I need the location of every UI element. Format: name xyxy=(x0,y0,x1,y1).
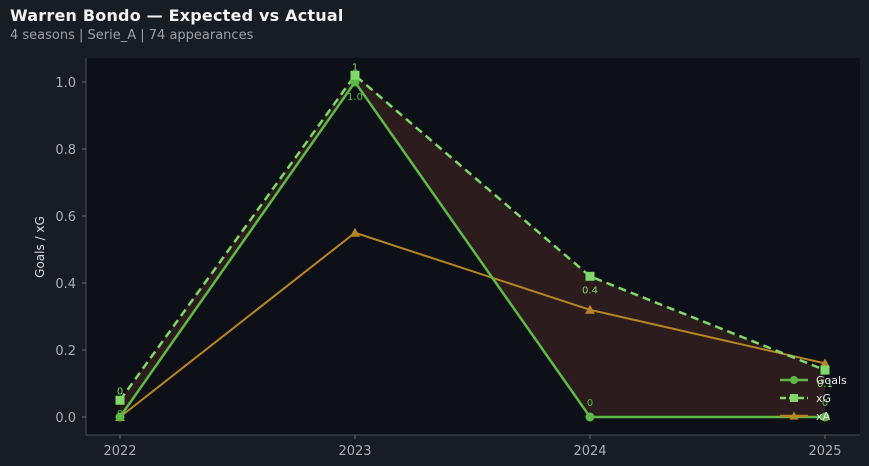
xg-marker xyxy=(585,271,595,281)
x-tick-label: 2023 xyxy=(338,444,371,459)
y-tick-label: 0.2 xyxy=(55,344,76,359)
xa-marker xyxy=(350,227,360,237)
y-tick-label: 1.0 xyxy=(55,76,76,91)
xg-marker xyxy=(820,365,830,375)
x-tick-label: 2024 xyxy=(573,444,606,459)
data-label: 0.1 xyxy=(817,379,833,390)
gap-fill-layer xyxy=(120,75,825,418)
y-axis-label: Goals / xG xyxy=(33,216,47,278)
series-lines xyxy=(118,73,826,419)
legend: Goals xG xA xyxy=(780,374,847,423)
data-label: 1 xyxy=(352,62,358,73)
y-tick-label: 0.4 xyxy=(55,277,76,292)
legend-marker xyxy=(790,394,798,402)
data-labels: 0 1 0.4 0.1 0 1.0 0 0 xyxy=(117,62,833,420)
data-label: 1.0 xyxy=(347,92,363,103)
goals-marker xyxy=(585,412,595,422)
data-label: 0 xyxy=(117,409,123,420)
y-tick-label: 0.8 xyxy=(55,143,76,158)
chart-title: Warren Bondo — Expected vs Actual xyxy=(10,6,344,25)
x-tick-label: 2025 xyxy=(808,444,841,459)
y-ticks: 0.0 0.2 0.4 0.6 0.8 1.0 xyxy=(55,76,86,426)
legend-label: xA xyxy=(816,410,831,423)
xg-marker xyxy=(350,70,360,80)
legend-label: xG xyxy=(816,392,831,405)
goals-marker xyxy=(820,412,830,422)
legend-marker xyxy=(790,376,798,384)
series-markers xyxy=(115,70,830,422)
data-label: 0 xyxy=(587,398,593,409)
chart-header: Warren Bondo — Expected vs Actual 4 seas… xyxy=(10,6,344,43)
goals-xg-gap-fill xyxy=(120,75,825,418)
data-label: 0 xyxy=(822,398,828,409)
y-tick-label: 0.6 xyxy=(55,210,76,225)
y-tick-label: 0.0 xyxy=(55,411,76,426)
goals-marker xyxy=(115,412,125,422)
x-ticks: 2022 2023 2024 2025 xyxy=(103,435,842,459)
xa-marker xyxy=(585,304,595,314)
xg-marker xyxy=(115,395,125,405)
xg-line xyxy=(118,73,826,401)
chart-subtitle: 4 seasons | Serie_A | 74 appearances xyxy=(10,28,254,43)
legend-label: Goals xyxy=(816,374,847,387)
xa-marker xyxy=(820,358,830,368)
goals-line xyxy=(118,79,825,419)
legend-marker xyxy=(789,411,799,420)
xa-line xyxy=(119,231,826,418)
data-label: 0 xyxy=(117,386,123,397)
data-label: 0.4 xyxy=(582,285,598,296)
x-tick-label: 2022 xyxy=(103,444,136,459)
